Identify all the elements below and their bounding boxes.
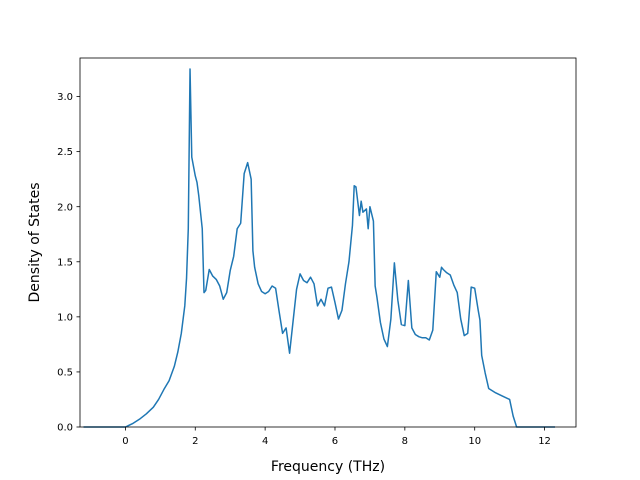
axes-frame bbox=[79, 57, 577, 428]
y-tick-label: 2.5 bbox=[57, 147, 73, 158]
y-axis-label: Density of States bbox=[27, 183, 43, 303]
x-tick-label: 0 bbox=[122, 436, 128, 447]
x-axis-ticks: 0 2 4 6 8 10 12 bbox=[122, 427, 551, 447]
plot-area bbox=[79, 57, 577, 428]
x-tick-label: 6 bbox=[332, 436, 338, 447]
y-tick-label: 1.5 bbox=[57, 257, 73, 268]
x-axis-label: Frequency (THz) bbox=[271, 459, 385, 475]
y-tick-label: 0.0 bbox=[57, 423, 73, 434]
y-tick-label: 0.5 bbox=[57, 368, 73, 379]
x-tick-label: 4 bbox=[262, 436, 268, 447]
y-tick-label: 3.0 bbox=[57, 92, 73, 103]
x-tick-label: 8 bbox=[402, 436, 408, 447]
x-tick-label: 10 bbox=[468, 436, 481, 447]
y-tick-label: 2.0 bbox=[57, 202, 73, 213]
y-tick-label: 1.0 bbox=[57, 312, 73, 323]
x-tick-label: 2 bbox=[192, 436, 198, 447]
dos-series-line bbox=[83, 68, 556, 428]
x-tick-label: 12 bbox=[538, 436, 551, 447]
y-axis-ticks: 0.0 0.5 1.0 1.5 2.0 2.5 3.0 bbox=[57, 92, 80, 434]
